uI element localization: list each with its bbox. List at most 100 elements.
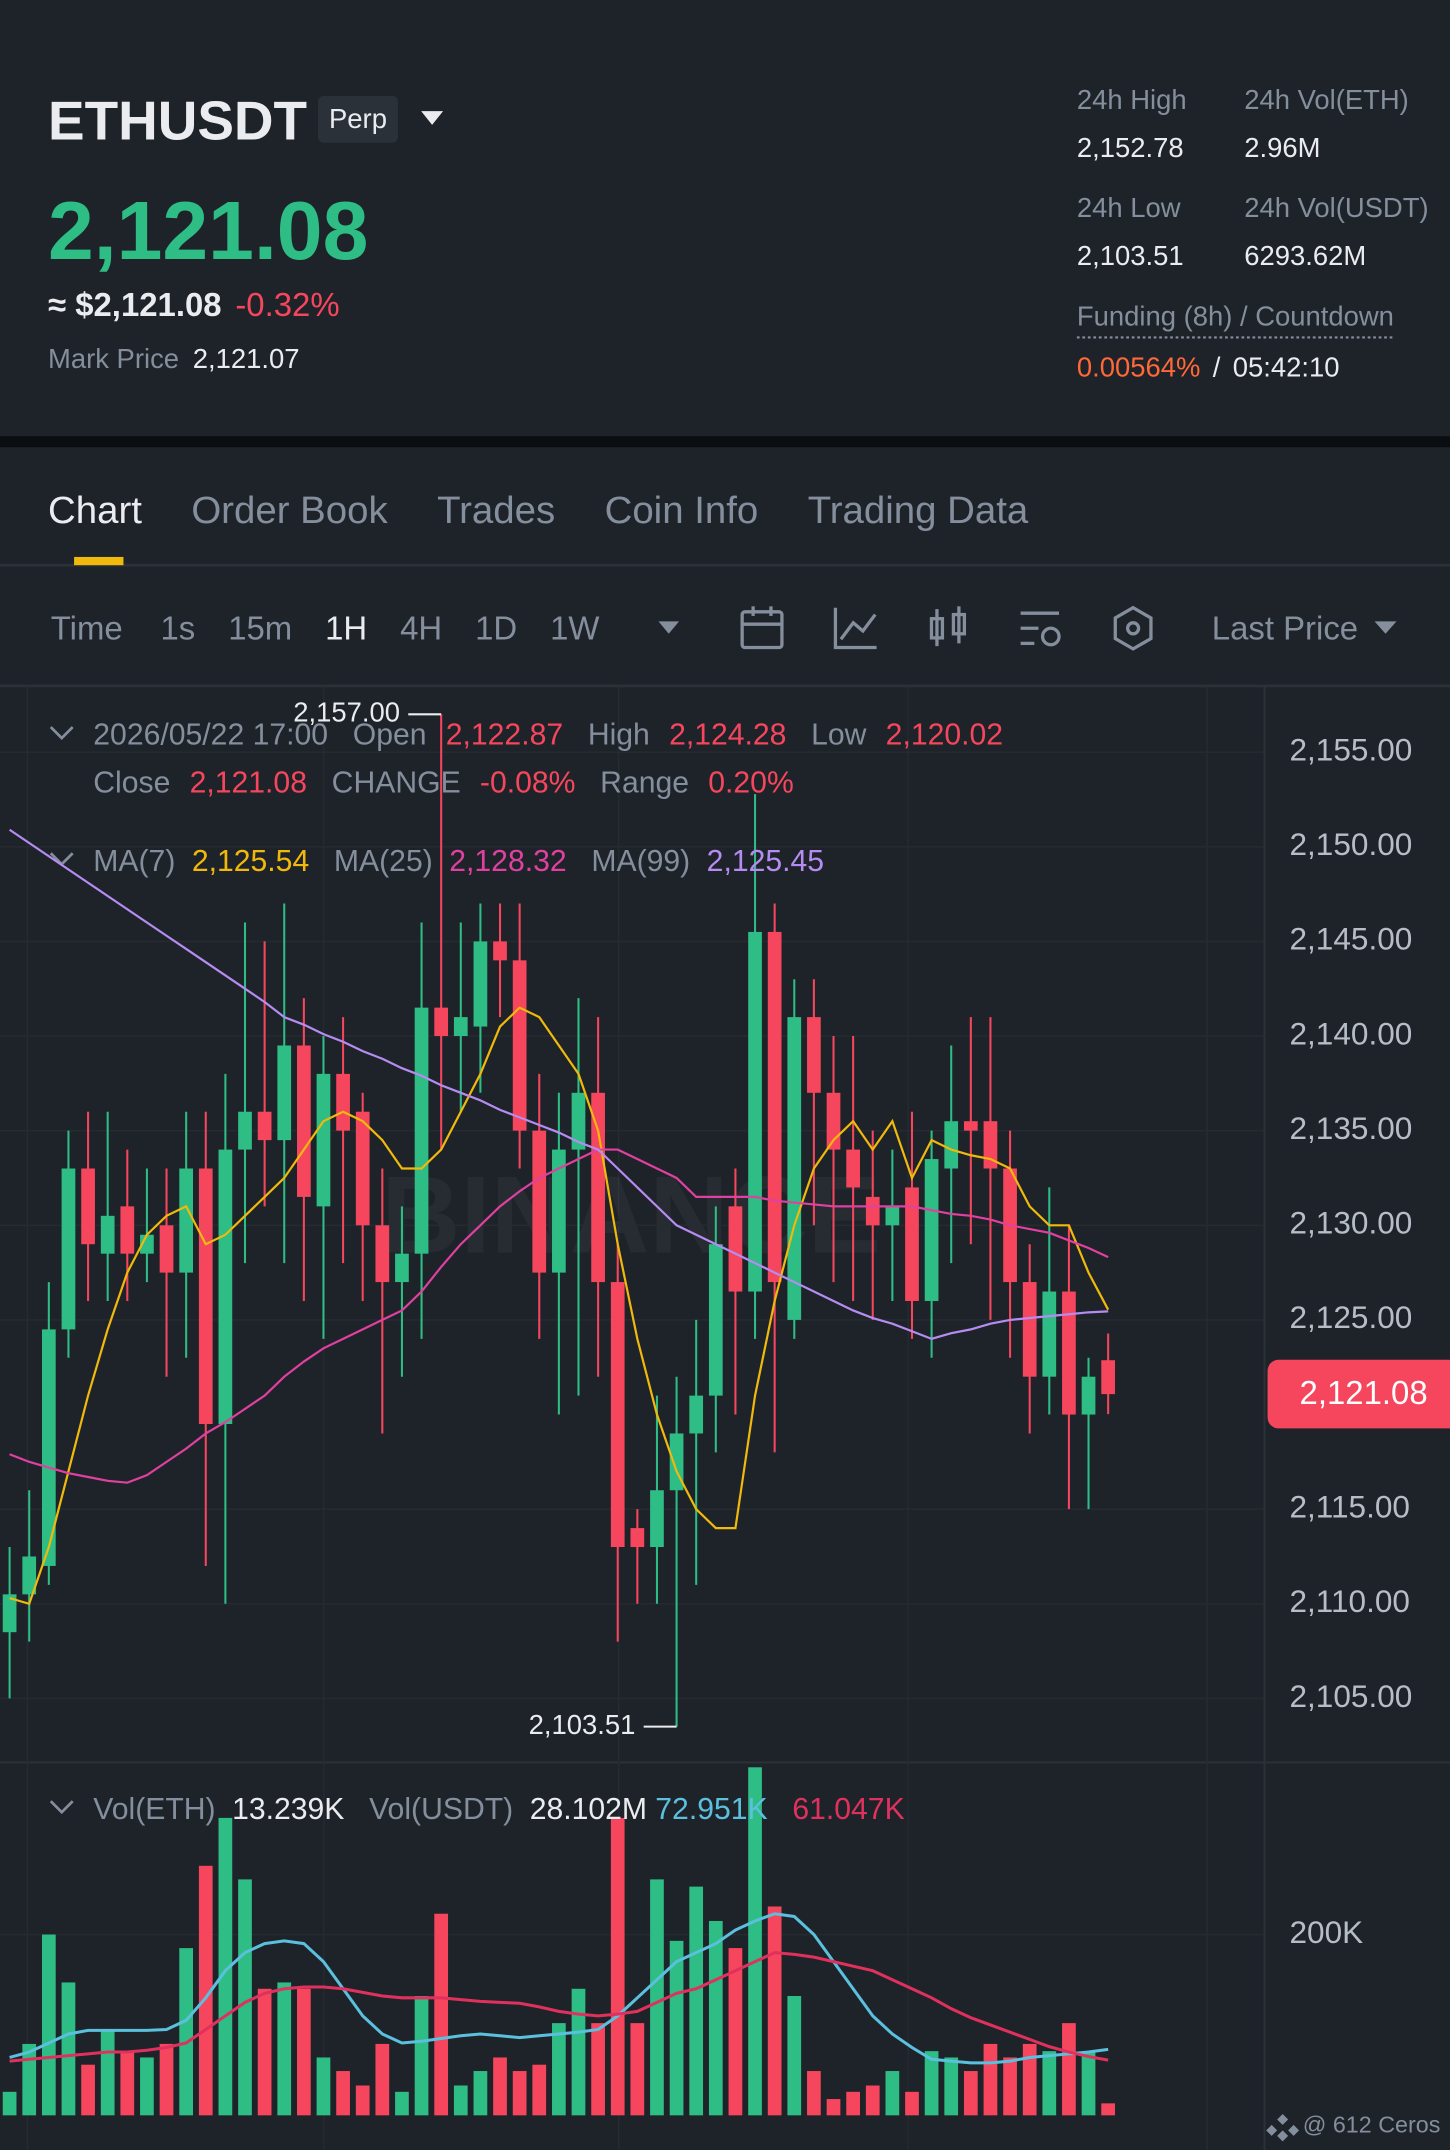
ma-legend-value: 2,128.32	[449, 845, 566, 878]
volume-bar	[81, 2064, 95, 2116]
funding-rate: 0.00564%	[1077, 351, 1201, 382]
volume-bar	[826, 2099, 841, 2116]
interval[interactable]: 1W	[550, 610, 599, 647]
volume-bar	[375, 2043, 390, 2116]
footer-text: @ 612 Ceros	[1303, 2111, 1441, 2137]
volume-bar	[630, 2023, 645, 2116]
volume-bar	[1003, 2057, 1017, 2116]
candle-icon[interactable]	[929, 606, 967, 647]
volume-bar	[198, 1865, 213, 2116]
volume-bar	[61, 1982, 76, 2116]
tab[interactable]: Coin Info	[605, 489, 759, 532]
legend-label: Range	[600, 767, 689, 800]
candle-body	[571, 1092, 586, 1150]
legend-label: CHANGE	[332, 767, 461, 800]
price-type-dropdown[interactable]	[1374, 621, 1397, 634]
candle-body	[532, 1130, 547, 1273]
candle-body	[100, 1215, 115, 1254]
ma-legend-name: MA(99)	[591, 845, 690, 878]
volume-bar	[120, 2051, 135, 2116]
volume-bar	[238, 1879, 252, 2116]
candle-body	[218, 1149, 233, 1425]
price-change: -0.32%	[235, 286, 339, 323]
volume-bar	[983, 2043, 998, 2116]
volume-bar	[277, 1982, 292, 2116]
interval[interactable]: 15m	[228, 610, 292, 647]
candle-body	[414, 1007, 429, 1254]
ma-legend-value: 2,125.54	[192, 845, 309, 878]
toolbar-icons[interactable]	[740, 605, 1153, 651]
ma-line	[9, 1148, 1109, 1484]
tab[interactable]: Order Book	[191, 489, 388, 532]
volume-bar	[591, 2023, 605, 2116]
y-tick-label: 2,135.00	[1290, 1110, 1413, 1146]
candle-body	[767, 931, 782, 1283]
candle-body	[885, 1206, 900, 1226]
y-tick-label: 2,130.00	[1290, 1205, 1413, 1241]
volume-bar	[650, 1879, 664, 2116]
y-tick-label: 200K	[1290, 1914, 1364, 1950]
candle-body	[1081, 1376, 1096, 1415]
stat-label: 24h Vol(ETH)	[1244, 84, 1409, 115]
settings-icon[interactable]	[1020, 611, 1061, 647]
contract-type: Perp	[329, 103, 387, 134]
stat-value: 2.96M	[1244, 132, 1320, 163]
stat-value: 2,152.78	[1077, 132, 1184, 163]
interval[interactable]: 1H	[325, 610, 367, 647]
candle-body	[924, 1159, 939, 1301]
legend-label: Close	[93, 767, 170, 800]
candle-body	[473, 941, 488, 1027]
candle-body	[81, 1168, 95, 1245]
legend-value: 2,120.02	[886, 719, 1003, 752]
interval-dropdown[interactable]	[658, 621, 680, 634]
legend-value: 2,121.08	[190, 767, 307, 800]
interval[interactable]: 1D	[475, 610, 517, 647]
candle-body	[1022, 1282, 1037, 1377]
calendar-icon[interactable]	[740, 606, 784, 650]
volume-ma-value: 61.047K	[792, 1793, 904, 1826]
volume-bar	[689, 1886, 704, 2116]
candle-body	[591, 1092, 605, 1283]
interval[interactable]: 1s	[161, 610, 196, 647]
volume-ma-line	[9, 1912, 1109, 2065]
legend-value: 2,124.28	[669, 719, 786, 752]
candle-body	[355, 1111, 370, 1226]
y-tick-label: 2,140.00	[1290, 1015, 1413, 1051]
volume-bar	[708, 1920, 723, 2116]
last-price: 2,121.08	[48, 185, 368, 277]
symbol-dropdown[interactable]	[421, 111, 444, 125]
candle-body	[159, 1225, 174, 1273]
volume-legend-value: 13.239K	[232, 1793, 344, 1826]
y-tick-label: 2,145.00	[1290, 921, 1413, 957]
interval[interactable]: 4H	[400, 610, 442, 647]
volume-bar	[669, 1940, 684, 2116]
indicator-icon[interactable]	[833, 607, 877, 650]
volume-bar	[807, 2071, 821, 2116]
candle-body	[257, 1111, 272, 1141]
tab[interactable]: Trading Data	[808, 489, 1029, 532]
candle-body	[512, 960, 527, 1131]
volume-bar	[748, 1767, 762, 2116]
legend-value: 0.20%	[708, 767, 794, 800]
price-type[interactable]: Last Price	[1212, 610, 1358, 647]
volume-bar	[41, 1934, 56, 2116]
candle-body	[179, 1168, 194, 1273]
candle-body	[375, 1225, 390, 1283]
candle-body	[2, 1594, 17, 1633]
tab[interactable]: Chart	[48, 489, 142, 532]
tab[interactable]: Trades	[437, 489, 555, 532]
divider	[0, 1761, 1450, 1764]
volume-bar	[767, 1906, 782, 2116]
depth-icon[interactable]	[1113, 605, 1153, 651]
time-label: Time	[51, 610, 123, 647]
volume-bar	[100, 2030, 115, 2116]
volume-bar	[473, 2071, 488, 2116]
volume-bar	[728, 1948, 743, 2116]
volume-bar	[414, 1996, 429, 2116]
volume-bar	[1101, 2103, 1116, 2116]
candle-body	[963, 1121, 978, 1131]
legend-label: Open	[353, 719, 427, 752]
volume-bar	[316, 2057, 331, 2116]
volume-bar	[22, 2043, 37, 2116]
